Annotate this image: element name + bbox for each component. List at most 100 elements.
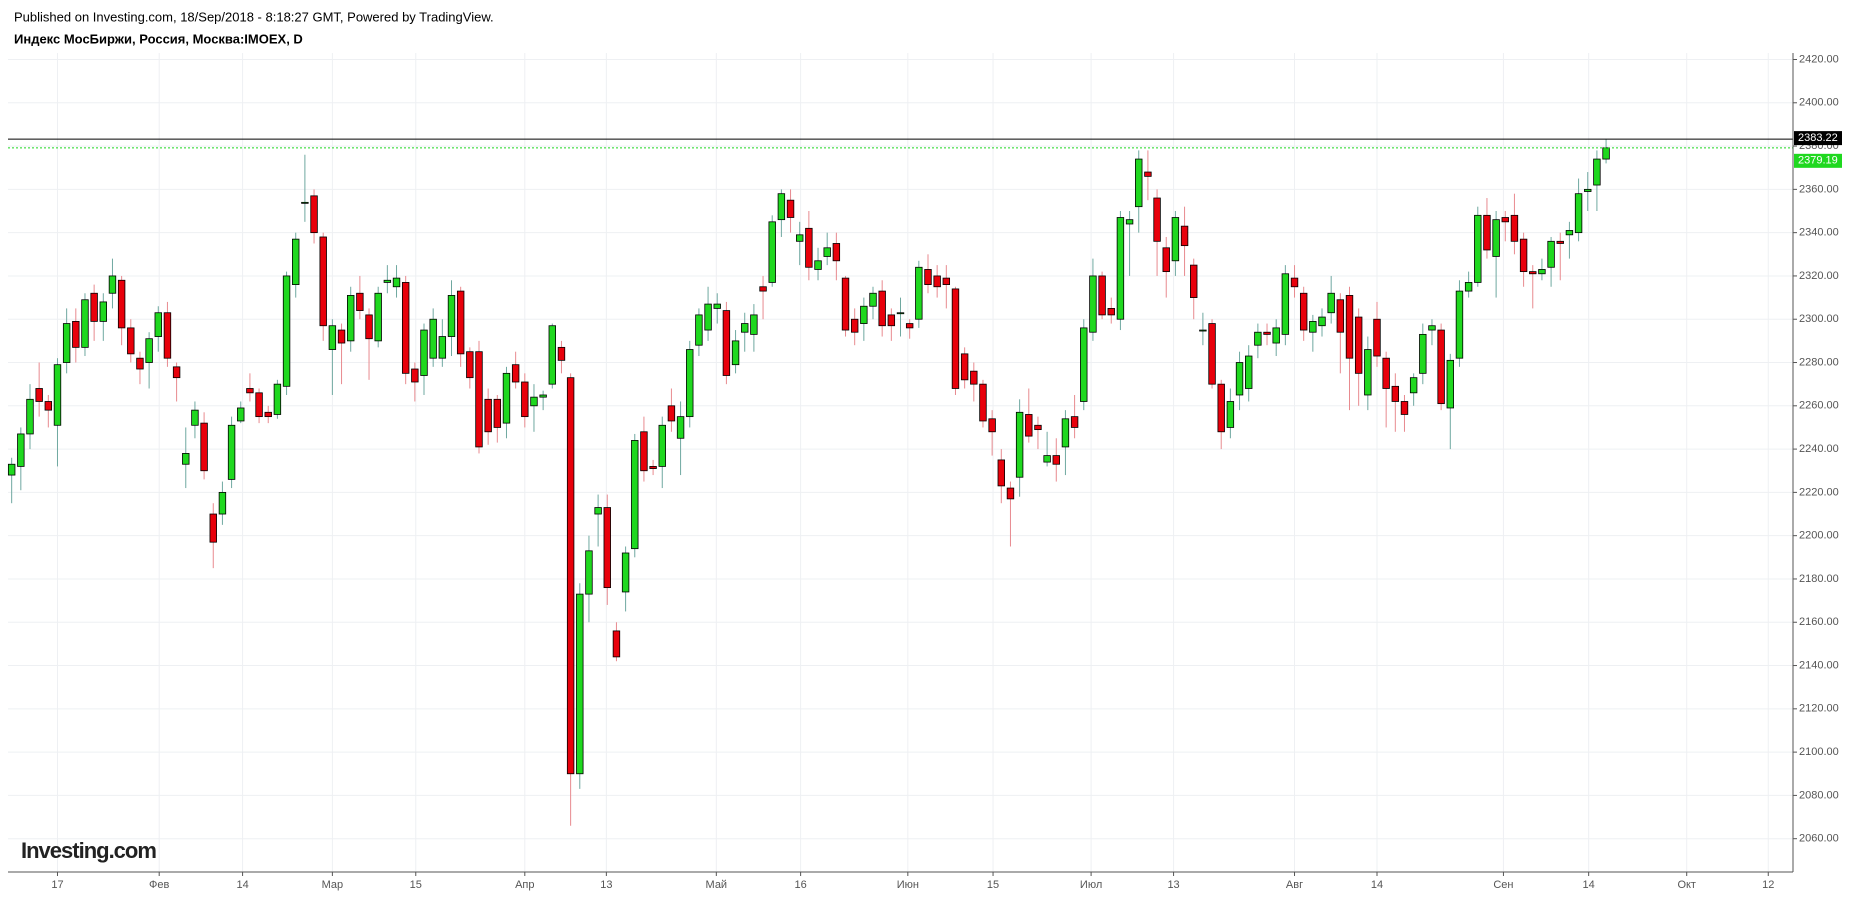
candle-body [374, 292, 382, 342]
logo: Investing.com [21, 838, 156, 863]
candle-body [1107, 308, 1115, 316]
candle-body [1391, 385, 1400, 402]
x-tick-label: 17 [51, 879, 63, 891]
candle-body [401, 282, 410, 374]
candle-body [1015, 411, 1024, 478]
candle-body [365, 314, 373, 340]
candle-body [1299, 292, 1308, 331]
candle-body [90, 292, 98, 322]
candle-body [1336, 299, 1345, 333]
candle-body [62, 323, 71, 363]
candle-body [621, 552, 630, 593]
candle-body [1235, 362, 1244, 396]
candle-body [796, 234, 804, 242]
candle-body [860, 305, 868, 324]
candle-body [420, 329, 428, 376]
candle-body [328, 325, 337, 350]
candle-body [1098, 275, 1106, 316]
candle-body [530, 396, 538, 407]
candle-body [1281, 273, 1290, 335]
candle-body [7, 463, 16, 476]
candle-body [1263, 331, 1271, 335]
candle-body [1135, 158, 1143, 208]
x-tick-label: Авг [1286, 879, 1303, 891]
candle-body [676, 416, 685, 439]
candle-body [1529, 271, 1537, 275]
candle-body [310, 195, 318, 234]
candle-body [1428, 325, 1436, 331]
candle-body [841, 277, 850, 331]
candle-body [576, 593, 584, 775]
overlay: 2383.22 2379.19 [8, 131, 1842, 168]
y-tick-label: 2320.00 [1799, 270, 1839, 282]
candle-body [1327, 292, 1335, 314]
candle-body [154, 312, 162, 337]
candle-body [1006, 487, 1015, 500]
candle-body [1116, 217, 1125, 320]
candle-body [915, 266, 923, 320]
candle-body [814, 260, 822, 270]
y-tick-label: 2340.00 [1799, 227, 1839, 239]
candle-body [548, 325, 556, 385]
y-tick-label: 2120.00 [1799, 703, 1839, 715]
candle-body [832, 243, 841, 262]
y-tick-label: 2400.00 [1799, 97, 1839, 109]
candle-body [411, 368, 419, 383]
candle-body [905, 323, 914, 329]
candle-body [108, 275, 117, 294]
x-tick-label: Мар [322, 879, 344, 891]
candle-body [347, 295, 355, 342]
candle-body [1190, 264, 1198, 298]
candle-body [1080, 327, 1088, 402]
candle-body [1125, 219, 1134, 225]
candle-body [81, 299, 89, 348]
candle-body [1052, 455, 1060, 465]
candle-body [713, 303, 721, 309]
candle-body [850, 318, 859, 333]
candle-body [1455, 290, 1464, 359]
candle-body [429, 318, 437, 359]
candle-body [35, 388, 43, 402]
x-tick-label: Окт [1677, 879, 1696, 891]
candle-body [585, 550, 593, 595]
candle-body [493, 398, 502, 428]
candle-body [1364, 349, 1372, 396]
candle-body [1547, 240, 1555, 268]
candle-body [438, 336, 447, 359]
candle-body [1501, 217, 1509, 223]
candle-body [1318, 316, 1326, 327]
candle-body [1382, 357, 1390, 389]
candle-body [896, 312, 905, 315]
x-tick-label: Май [706, 879, 728, 891]
candle-body [218, 491, 227, 515]
candle-body [392, 277, 401, 288]
y-tick-label: 2240.00 [1799, 443, 1839, 455]
candle-body [209, 513, 217, 543]
candle-body [695, 314, 703, 346]
x-tick-label: 14 [236, 879, 248, 891]
candle-body [26, 398, 34, 435]
header-symbol: Индекс МосБиржи, Россия, Москва:IMOEX, D [14, 31, 303, 46]
candle-body [1483, 214, 1491, 251]
candle-body [511, 364, 520, 383]
candle-body [1345, 295, 1354, 359]
candle-body [1574, 193, 1583, 234]
candle-body [997, 459, 1005, 487]
candle-body [117, 279, 126, 329]
candle-body [172, 366, 181, 379]
candle-body [924, 269, 932, 285]
candle-body [869, 292, 877, 307]
candle-body [1144, 171, 1152, 177]
x-tick-label: Июн [897, 879, 919, 891]
x-tick-label: Фев [149, 879, 169, 891]
candle-body [1034, 424, 1042, 431]
candle-body [319, 236, 327, 327]
candle-body [273, 383, 282, 415]
candle-body [933, 275, 941, 288]
grid: 2060.00 2080.00 2100.00 2120.00 2140.00 2160.… [8, 53, 1839, 891]
x-tick-label: 13 [600, 879, 612, 891]
x-tick-label: 15 [410, 879, 422, 891]
candle-body [246, 388, 254, 394]
candle-body [1354, 316, 1363, 374]
y-tick-label: 2260.00 [1799, 400, 1839, 412]
